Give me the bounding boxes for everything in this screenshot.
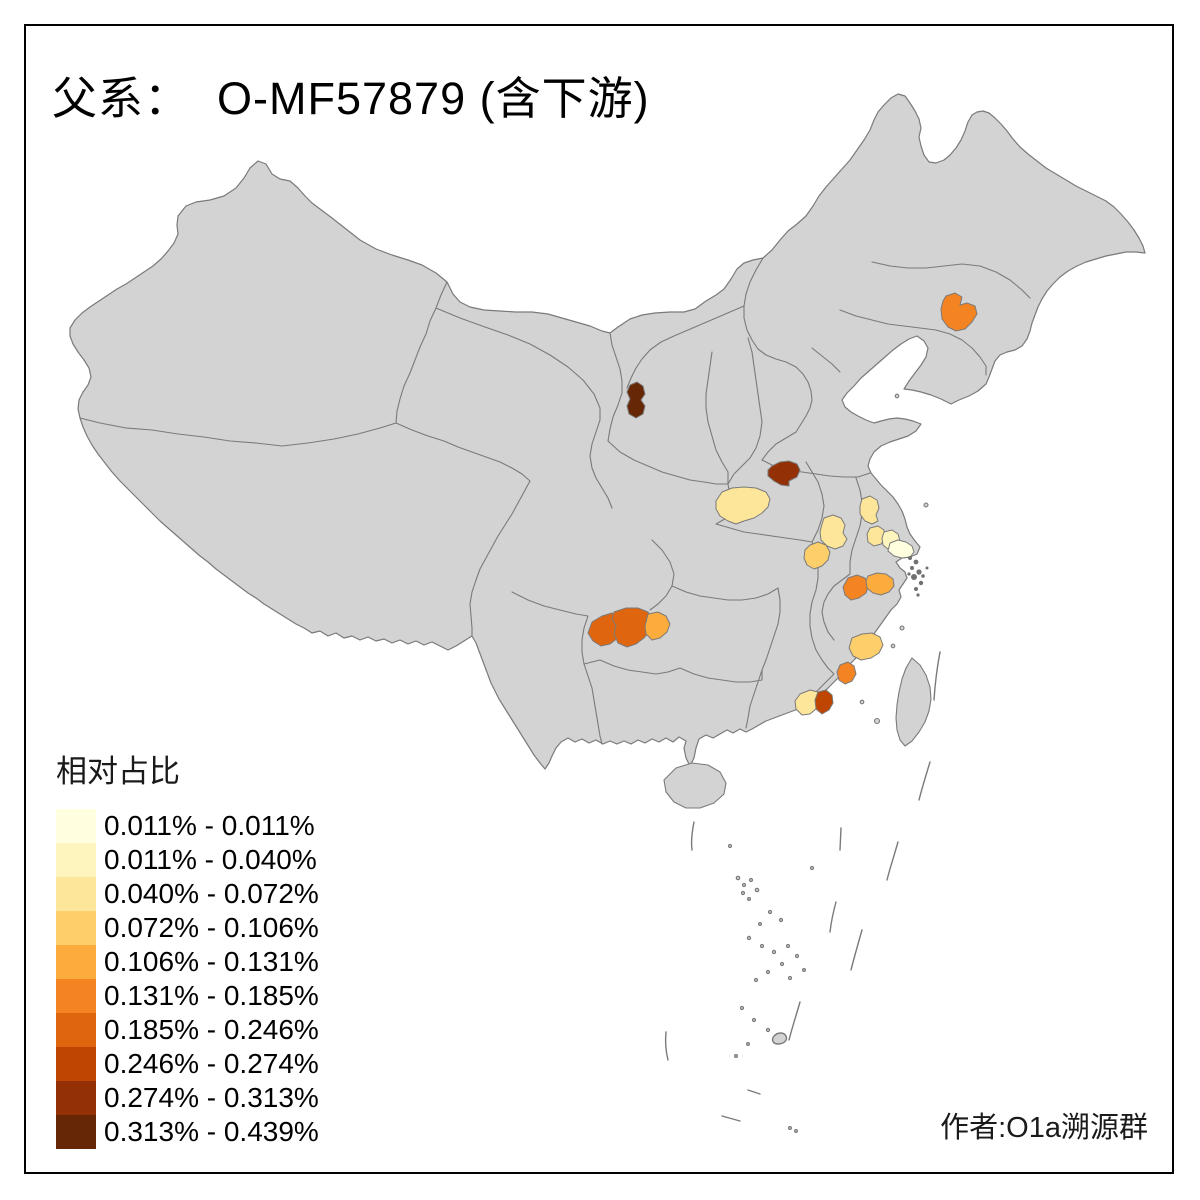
legend-row: 0.106% - 0.131% [56, 945, 319, 979]
taiwan-island [895, 657, 932, 747]
legend-swatch [56, 911, 96, 945]
colored-region-3 [767, 460, 801, 487]
legend-swatch [56, 1047, 96, 1081]
colored-region-10 [887, 539, 915, 559]
legend-label: 0.185% - 0.246% [104, 1014, 319, 1045]
legend-swatch [56, 945, 96, 979]
coastal-islet [899, 625, 905, 631]
colored-region-6 [819, 514, 848, 550]
colored-regions [587, 292, 978, 716]
colored-region-19 [814, 689, 834, 715]
colored-region-11 [842, 574, 870, 601]
colored-region-12 [865, 572, 895, 596]
legend-row: 0.011% - 0.040% [56, 843, 319, 877]
legend-label: 0.131% - 0.185% [104, 980, 319, 1011]
colored-region-18 [794, 689, 821, 716]
colored-region-17 [836, 661, 857, 685]
legend-title: 相对占比 [56, 754, 180, 789]
legend-label: 0.313% - 0.439% [104, 1116, 319, 1147]
legend-row: 0.246% - 0.274% [56, 1047, 319, 1081]
hainan-island [663, 762, 727, 809]
coastal-islet [894, 393, 900, 399]
legend-row: 0.072% - 0.106% [56, 911, 319, 945]
legend: 相对占比 0.011% - 0.011% 0.011% - 0.040% 0.0… [56, 746, 319, 1149]
legend-label: 0.040% - 0.072% [104, 878, 319, 909]
coastal-islet [890, 643, 896, 649]
legend-swatch [56, 1013, 96, 1047]
south-sea-islets [664, 651, 941, 1133]
colored-region-5 [859, 495, 880, 525]
plot-title: 父系： O-MF57879 (含下游) [52, 73, 650, 124]
legend-swatch [56, 979, 96, 1013]
mainland-outline [69, 93, 1146, 770]
legend-label: 0.106% - 0.131% [104, 946, 319, 977]
scs-islet-shape [771, 1032, 788, 1045]
legend-row: 0.011% - 0.011% [56, 809, 319, 843]
legend-row: 0.185% - 0.246% [56, 1013, 319, 1047]
legend-row: 0.040% - 0.072% [56, 877, 319, 911]
colored-region-2 [626, 381, 646, 419]
coastal-islet [859, 699, 865, 705]
legend-swatch [56, 843, 96, 877]
colored-region-15 [644, 611, 671, 641]
legend-label: 0.246% - 0.274% [104, 1048, 319, 1079]
colored-region-8 [866, 525, 886, 547]
colored-region-4 [715, 486, 771, 525]
coastal-islet [923, 502, 929, 508]
legend-label: 0.011% - 0.011% [104, 810, 315, 841]
islands-group [663, 393, 932, 809]
colored-region-16 [848, 632, 884, 661]
penghu-islet [873, 717, 881, 725]
mainland-group [69, 93, 1146, 770]
legend-label: 0.072% - 0.106% [104, 912, 319, 943]
colored-region-14 [611, 607, 653, 648]
legend-label: 0.011% - 0.040% [104, 844, 317, 875]
legend-swatch [56, 809, 96, 843]
legend-row: 0.274% - 0.313% [56, 1081, 319, 1115]
colored-region-7 [803, 541, 831, 570]
legend-row: 0.131% - 0.185% [56, 979, 319, 1013]
attribution-text: 作者:O1a溯源群 [940, 1112, 1148, 1144]
zhoushan-speck-cluster [907, 556, 929, 597]
legend-swatch [56, 1081, 96, 1115]
colored-region-1 [940, 292, 978, 332]
legend-label: 0.274% - 0.313% [104, 1082, 319, 1113]
legend-swatch [56, 1115, 96, 1149]
legend-row: 0.313% - 0.439% [56, 1115, 319, 1149]
legend-swatch [56, 877, 96, 911]
